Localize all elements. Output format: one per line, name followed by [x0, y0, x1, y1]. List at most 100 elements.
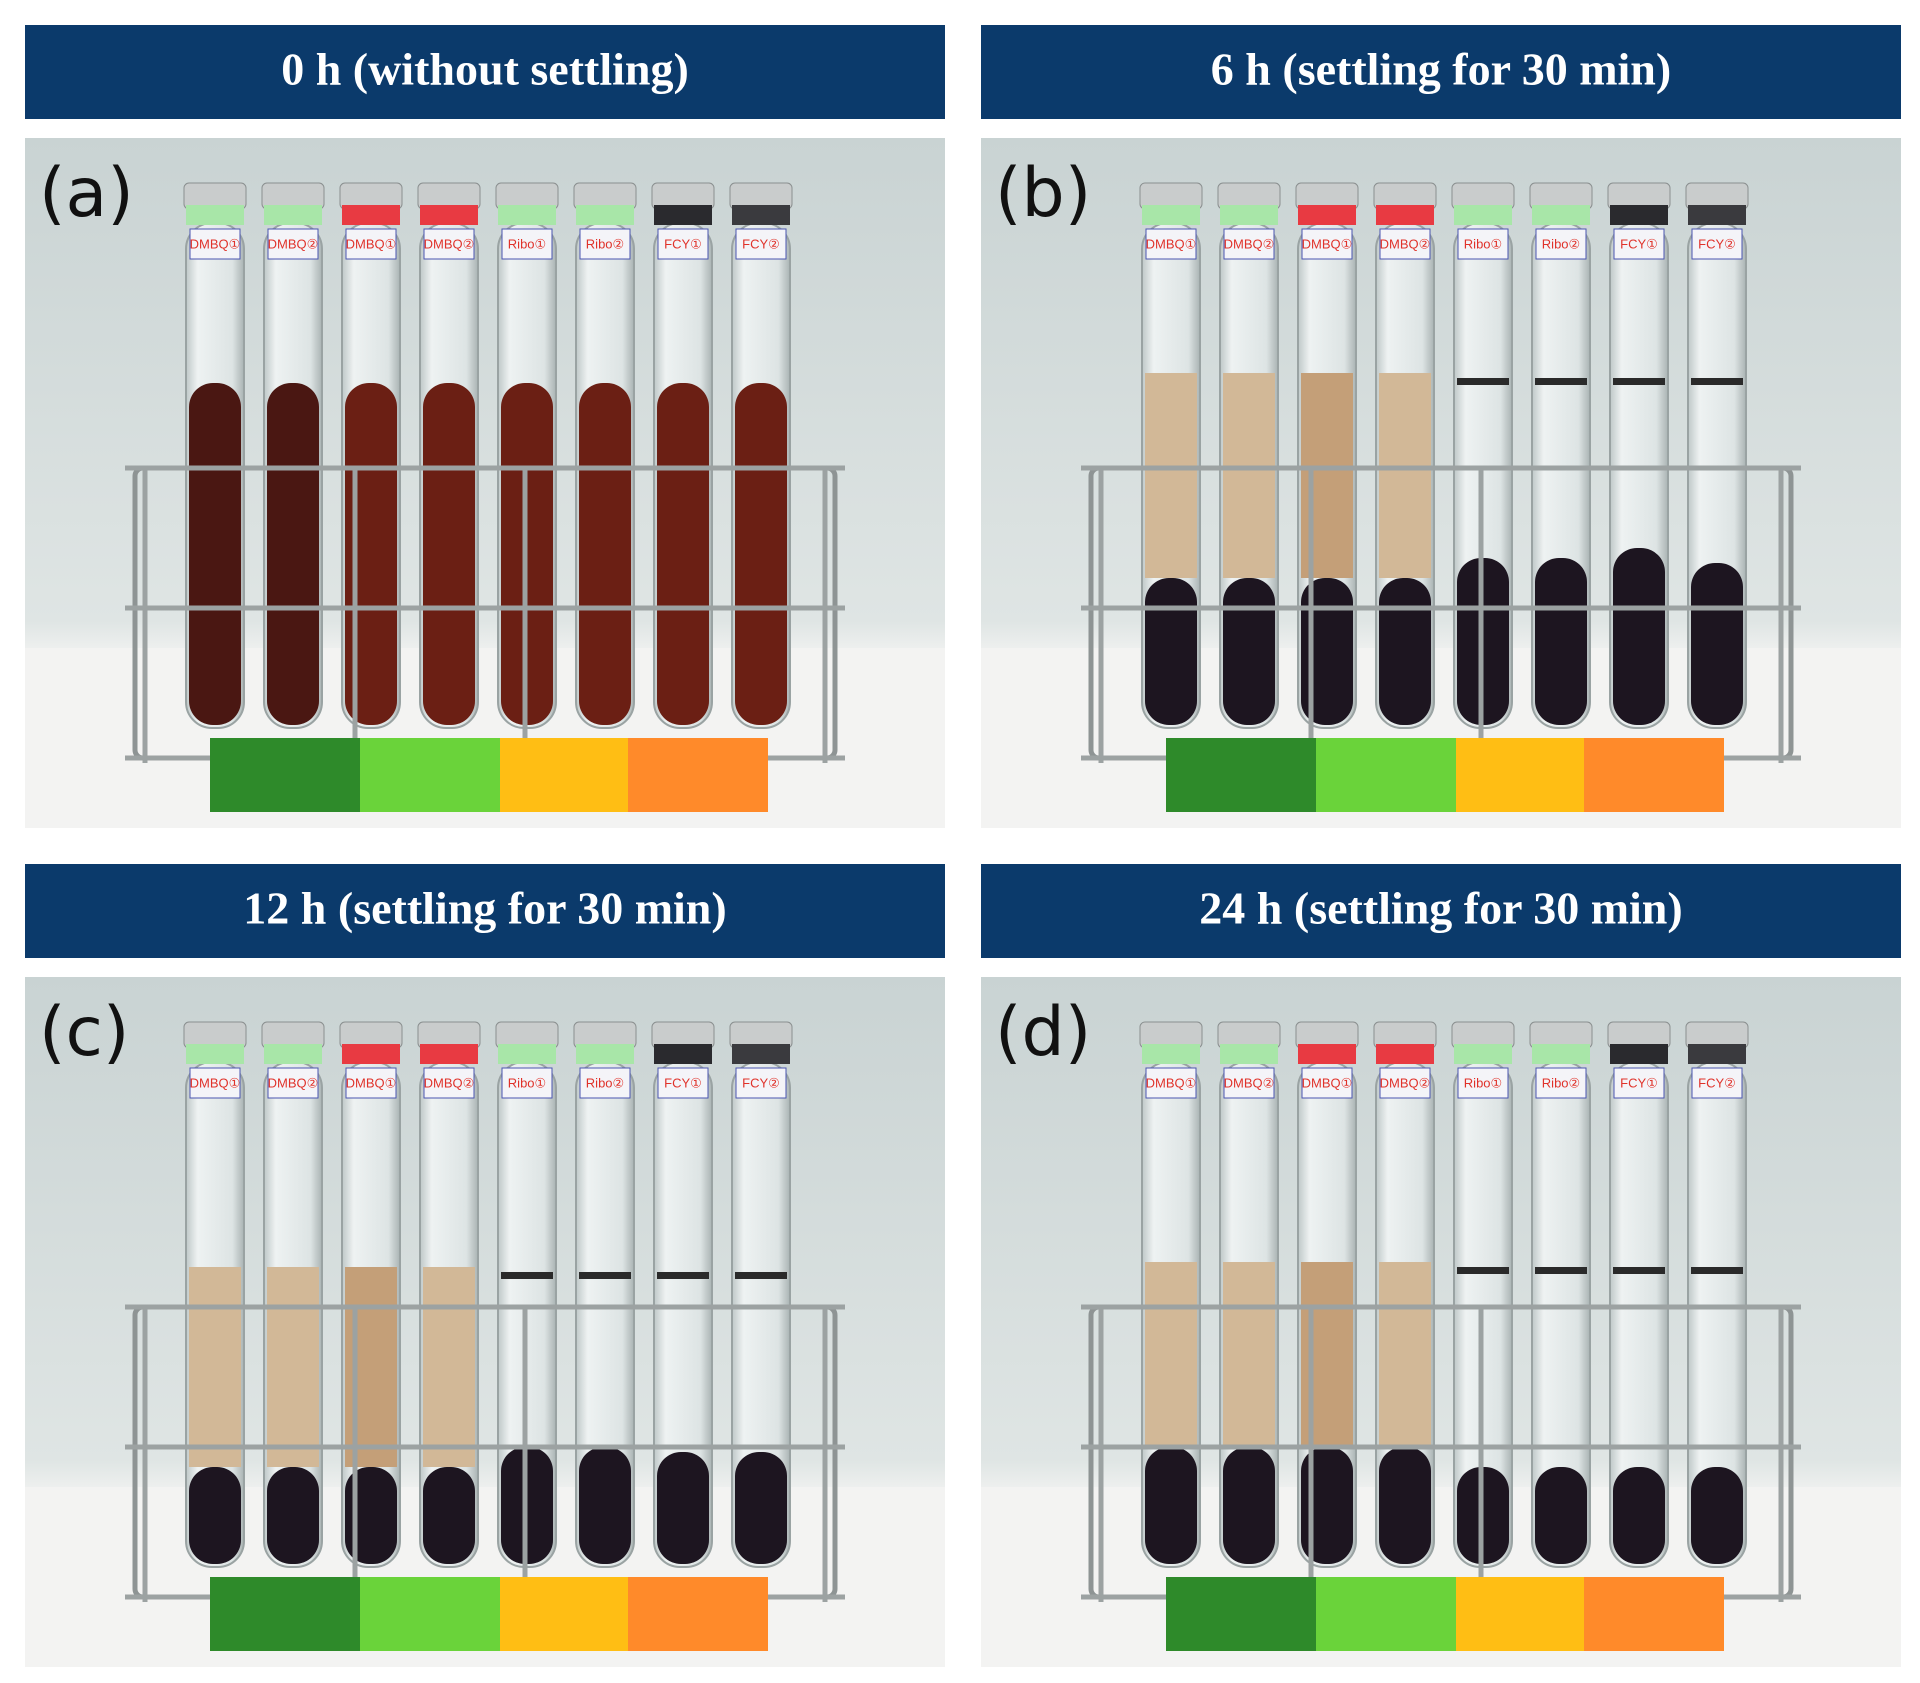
tube-label: FCY① — [664, 1075, 702, 1090]
scum-line — [1613, 378, 1665, 385]
cap-band — [186, 1044, 244, 1064]
tube-label-bg — [1691, 228, 1743, 260]
cap-band — [420, 205, 478, 225]
cap-band — [1532, 205, 1590, 225]
tube-label-bg — [345, 228, 397, 260]
tube-label: DMBQ② — [1380, 1075, 1431, 1090]
color-bar — [1456, 738, 1584, 812]
cap-band — [576, 205, 634, 225]
panel-title: 0 h (without settling) — [281, 44, 689, 95]
sediment — [1145, 578, 1197, 725]
cap-band — [264, 205, 322, 225]
sediment — [1301, 1447, 1353, 1564]
sediment — [657, 1452, 709, 1564]
color-bar — [628, 738, 768, 812]
tube-label: Ribo② — [586, 236, 624, 251]
cap-band — [498, 205, 556, 225]
tube-label-bg — [189, 1067, 241, 1099]
scum-line — [1457, 378, 1509, 385]
tube-label: Ribo② — [1542, 1075, 1580, 1090]
color-bar — [1166, 738, 1316, 812]
scum-line — [1535, 378, 1587, 385]
tube-label-bg — [1223, 1067, 1275, 1099]
cap-band — [576, 1044, 634, 1064]
sediment — [1613, 548, 1665, 725]
sediment — [345, 1467, 397, 1564]
color-bar — [500, 738, 628, 812]
tube-label: Ribo① — [1464, 236, 1502, 251]
tube-label-bg — [345, 1067, 397, 1099]
cap-band — [1142, 205, 1200, 225]
tube-label: DMBQ② — [1380, 236, 1431, 251]
tube-label-bg — [1535, 228, 1587, 260]
cap-band — [732, 1044, 790, 1064]
cap-band — [186, 205, 244, 225]
liquid — [267, 1267, 319, 1467]
color-bar — [1166, 1577, 1316, 1651]
liquid — [1145, 1262, 1197, 1447]
tube-label-bg — [1301, 1067, 1353, 1099]
tube-label-bg — [423, 1067, 475, 1099]
tube-label: DMBQ① — [346, 1075, 397, 1090]
tube-label: DMBQ① — [1302, 1075, 1353, 1090]
tube-label: DMBQ① — [1302, 236, 1353, 251]
tube-label-bg — [657, 228, 709, 260]
panel-letter: (b) — [995, 154, 1091, 233]
tube-label: FCY① — [664, 236, 702, 251]
tube-label-bg — [423, 228, 475, 260]
tube-label: DMBQ① — [1146, 236, 1197, 251]
cap-band — [1376, 205, 1434, 225]
sediment — [1535, 1467, 1587, 1564]
cap-band — [654, 1044, 712, 1064]
liquid — [423, 1267, 475, 1467]
tube-label-bg — [1301, 228, 1353, 260]
scum-line — [501, 1272, 553, 1279]
tube-label: DMBQ① — [346, 236, 397, 251]
tube-label-bg — [1223, 228, 1275, 260]
liquid — [423, 383, 475, 725]
tube-label-bg — [579, 228, 631, 260]
tube-label: Ribo① — [508, 1075, 546, 1090]
cap-band — [1610, 205, 1668, 225]
tube-label: Ribo② — [1542, 236, 1580, 251]
scum-line — [1691, 378, 1743, 385]
sediment — [1613, 1467, 1665, 1564]
panel: 0 h (without settling)DMBQ① DMBQ② DMBQ① DMB… — [25, 25, 945, 828]
tube-label-bg — [1613, 1067, 1665, 1099]
sediment — [1223, 1447, 1275, 1564]
tube-label: DMBQ② — [1224, 1075, 1275, 1090]
tube-label: FCY② — [1698, 236, 1736, 251]
tube-label: DMBQ② — [1224, 236, 1275, 251]
tube-label: FCY① — [1620, 236, 1658, 251]
sediment — [1223, 578, 1275, 725]
cap-band — [732, 205, 790, 225]
tube-label: DMBQ② — [268, 1075, 319, 1090]
cap-band — [1142, 1044, 1200, 1064]
scum-line — [1457, 1267, 1509, 1274]
tube-label-bg — [501, 1067, 553, 1099]
title-bar — [981, 25, 1901, 119]
liquid — [657, 383, 709, 725]
cap-band — [1298, 205, 1356, 225]
tube-label: DMBQ② — [424, 236, 475, 251]
liquid — [1145, 373, 1197, 578]
liquid — [267, 383, 319, 725]
tube-label-bg — [501, 228, 553, 260]
cap-band — [654, 205, 712, 225]
tube-label: Ribo① — [1464, 1075, 1502, 1090]
panel: 6 h (settling for 30 min)DMBQ① DMBQ② DMBQ①… — [981, 25, 1901, 828]
cap-band — [1220, 1044, 1278, 1064]
tube-label-bg — [1379, 228, 1431, 260]
photo: DMBQ① DMBQ② DMBQ① DMBQ② Ribo① Ribo② FCY① FCY② (b… — [981, 138, 1901, 828]
sediment — [1535, 558, 1587, 725]
tube-label-bg — [189, 228, 241, 260]
tube-label: DMBQ① — [190, 236, 241, 251]
panel-title: 12 h (settling for 30 min) — [243, 883, 726, 934]
panel-title: 6 h (settling for 30 min) — [1211, 44, 1671, 95]
liquid — [579, 383, 631, 725]
tube-label: Ribo① — [508, 236, 546, 251]
cap-band — [1220, 205, 1278, 225]
liquid — [189, 383, 241, 725]
cap-band — [1532, 1044, 1590, 1064]
